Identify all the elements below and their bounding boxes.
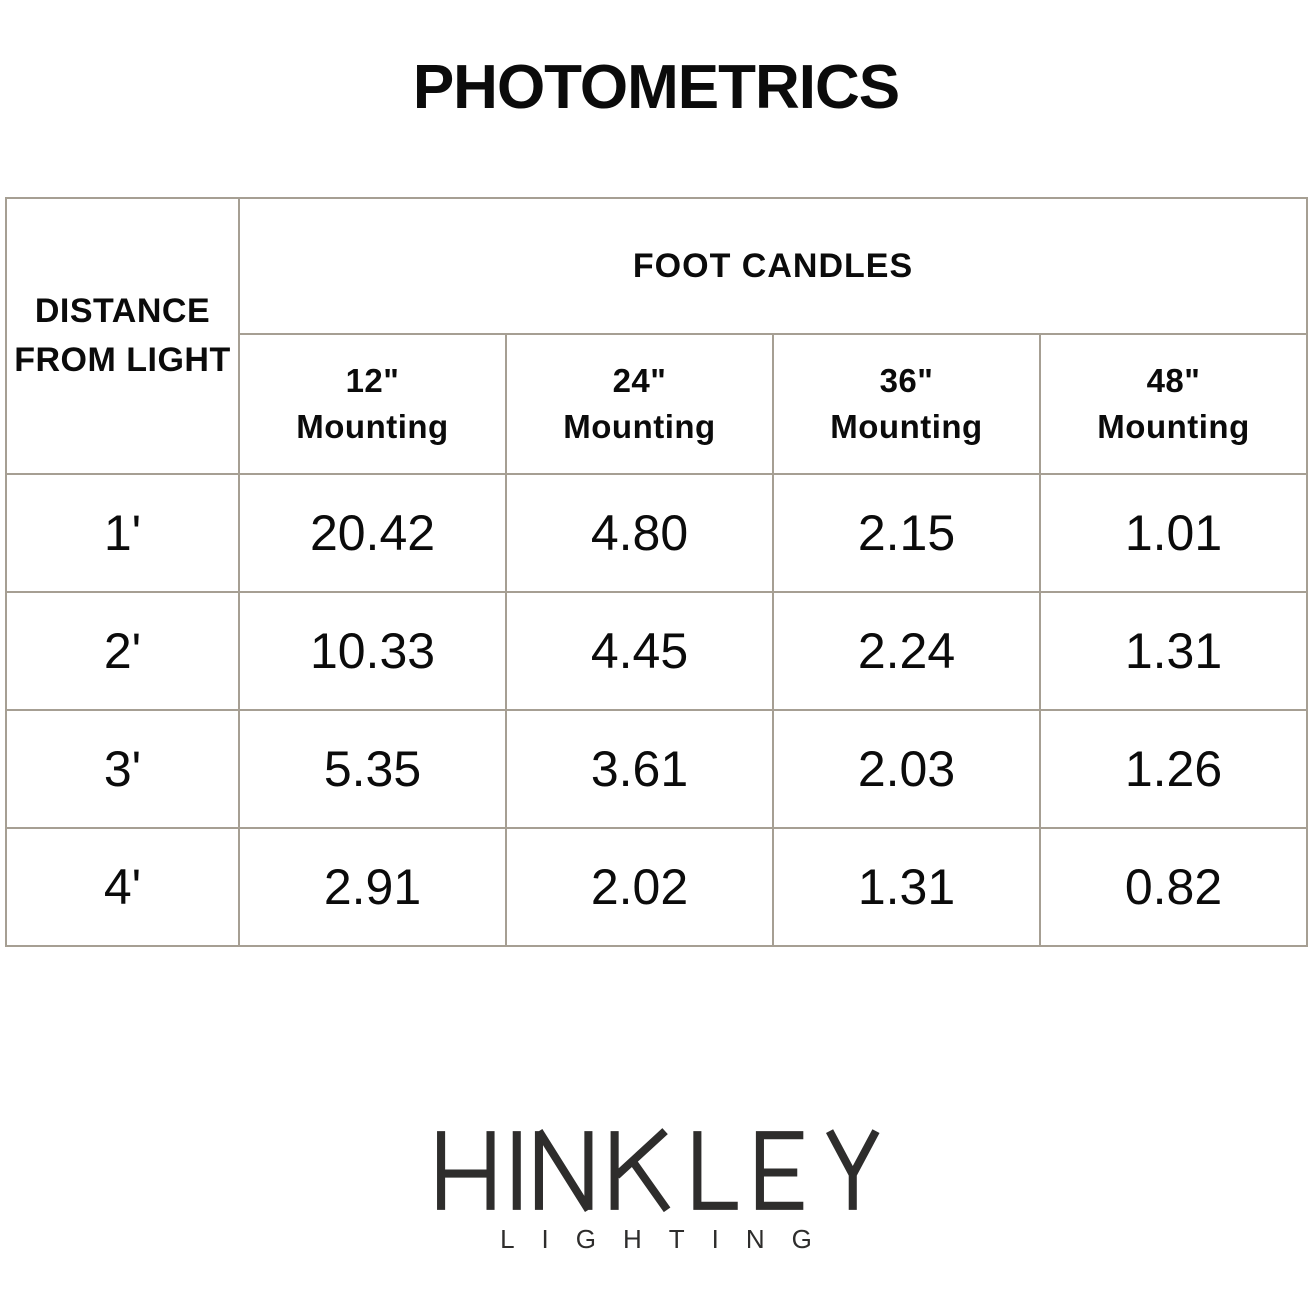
column-word-label: Mounting (296, 408, 449, 445)
value-cell: 20.42 (238, 473, 507, 593)
value-cell: 4.80 (505, 473, 774, 593)
value-cell: 2.91 (238, 827, 507, 947)
value-cell: 3.61 (505, 709, 774, 829)
distance-cell: 4' (5, 827, 240, 947)
table-header-row-columns: 12" Mounting 24" Mounting 36" Mounting 4… (6, 333, 1309, 475)
table-row-2ft: 2' 10.33 4.45 2.24 1.31 (5, 591, 1309, 711)
distance-cell: 2' (5, 591, 240, 711)
column-size-label: 12" (345, 362, 400, 399)
distance-cell: 3' (5, 709, 240, 829)
column-word-label: Mounting (830, 408, 983, 445)
value-cell: 4.45 (505, 591, 774, 711)
column-word-label: Mounting (1097, 408, 1250, 445)
value-cell: 2.24 (772, 591, 1041, 711)
hinkley-logo: HINKLEY LIGHTING (0, 1126, 1312, 1255)
value-cell: 1.31 (1038, 591, 1309, 711)
column-size-label: 48" (1146, 362, 1201, 399)
table-row-1ft: 1' 20.42 4.80 2.15 1.01 (5, 473, 1309, 593)
table-header-row-group: DISTANCE FROM LIGHT FOOT CANDLES (5, 197, 1309, 475)
value-cell: 2.15 (772, 473, 1041, 593)
value-cell: 10.33 (238, 591, 507, 711)
foot-candles-header: FOOT CANDLES (237, 197, 1309, 335)
column-word-label: Mounting (563, 408, 716, 445)
column-header-48in-mounting: 48" Mounting (1038, 333, 1309, 475)
column-header-24in-mounting: 24" Mounting (505, 333, 774, 475)
table-row-4ft: 4' 2.91 2.02 1.31 0.82 (5, 827, 1309, 947)
table-row-3ft: 3' 5.35 3.61 2.03 1.26 (5, 709, 1309, 829)
distance-cell: 1' (5, 473, 240, 593)
hinkley-wordmark: HINKLEY (437, 1128, 880, 1213)
column-size-label: 24" (612, 362, 667, 399)
value-cell: 1.01 (1038, 473, 1309, 593)
value-cell: 2.02 (505, 827, 774, 947)
value-cell: 1.31 (772, 827, 1041, 947)
value-cell: 5.35 (238, 709, 507, 829)
logo-subtitle: LIGHTING (500, 1224, 839, 1254)
distance-from-light-header: DISTANCE FROM LIGHT (5, 197, 240, 475)
page-title: PHOTOMETRICS (412, 53, 900, 122)
photometrics-table: DISTANCE FROM LIGHT FOOT CANDLES 12" Mou… (5, 197, 1309, 947)
column-size-label: 36" (879, 362, 934, 399)
column-header-12in-mounting: 12" Mounting (238, 333, 507, 475)
value-cell: 0.82 (1038, 827, 1309, 947)
value-cell: 1.26 (1038, 709, 1309, 829)
value-cell: 2.03 (772, 709, 1041, 829)
column-header-36in-mounting: 36" Mounting (772, 333, 1041, 475)
